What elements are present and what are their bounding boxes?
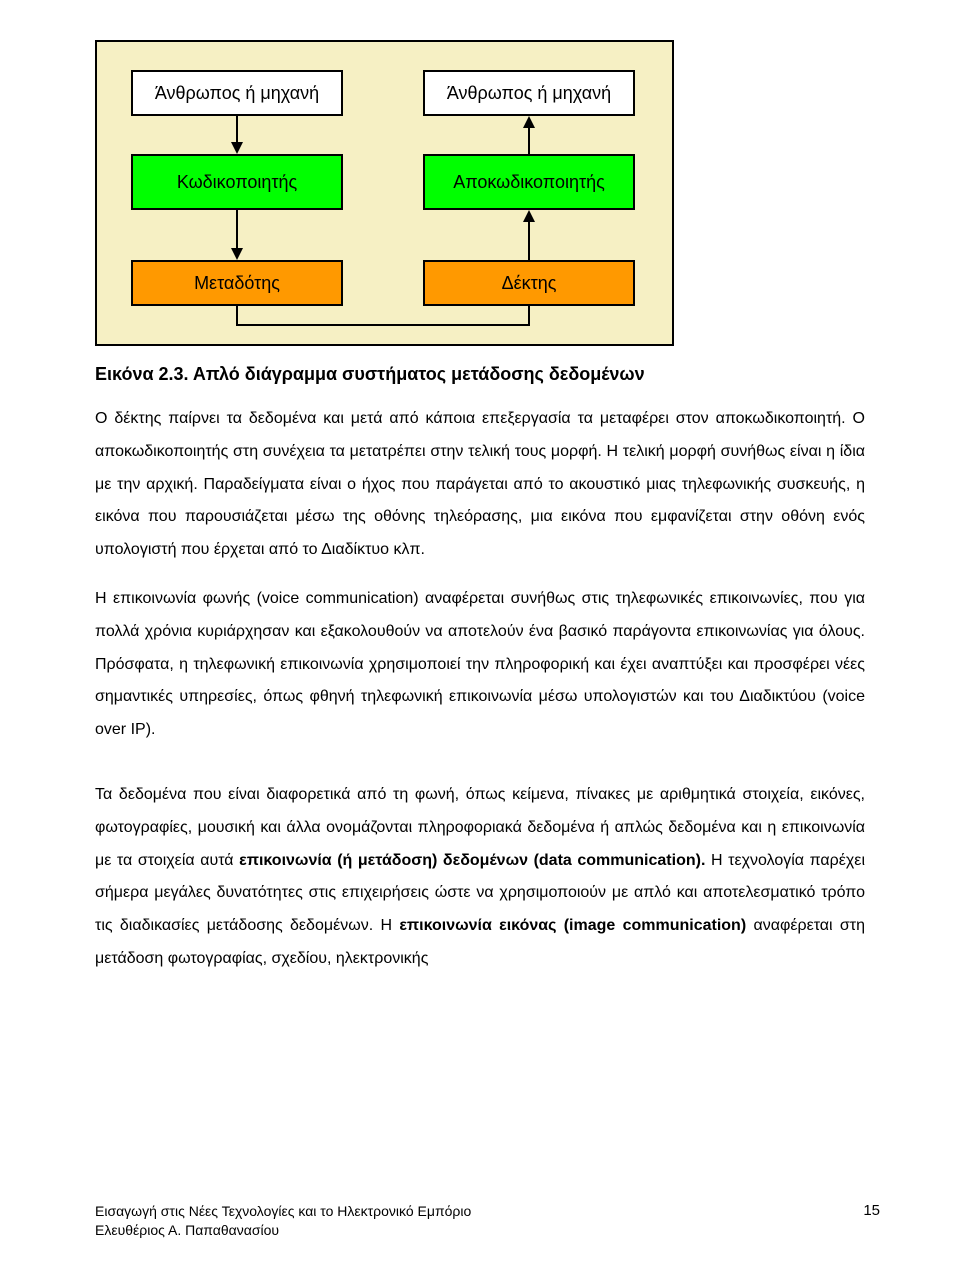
node-label: Δέκτης (502, 273, 557, 294)
node-label: Αποκωδικοποιητής (453, 172, 605, 193)
connector (236, 324, 530, 326)
text-run-bold: επικοινωνία εικόνας (image communication… (399, 917, 746, 934)
node-label: Κωδικοποιητής (177, 172, 297, 193)
connector (236, 306, 238, 324)
arrowhead-down-icon (231, 248, 243, 260)
diagram-frame: Άνθρωπος ή μηχανή Άνθρωπος ή μηχανή Κωδι… (95, 40, 674, 346)
page-number: 15 (863, 1202, 880, 1219)
connector (236, 116, 238, 142)
footer-line2: Ελευθέριος Α. Παπαθανασίου (95, 1222, 279, 1238)
page: Άνθρωπος ή μηχανή Άνθρωπος ή μηχανή Κωδι… (0, 0, 960, 1269)
node-label: Άνθρωπος ή μηχανή (447, 83, 611, 104)
node-encoder: Κωδικοποιητής (131, 154, 343, 210)
paragraph: Ο δέκτης παίρνει τα δεδομένα και μετά απ… (95, 403, 865, 567)
node-decoder: Αποκωδικοποιητής (423, 154, 635, 210)
body-text: Ο δέκτης παίρνει τα δεδομένα και μετά απ… (95, 403, 865, 976)
footer-line1: Εισαγωγή στις Νέες Τεχνολογίες και το Ηλ… (95, 1203, 471, 1219)
arrowhead-up-icon (523, 116, 535, 128)
node-human-left: Άνθρωπος ή μηχανή (131, 70, 343, 116)
node-transmitter: Μεταδότης (131, 260, 343, 306)
node-receiver: Δέκτης (423, 260, 635, 306)
node-label: Μεταδότης (194, 273, 280, 294)
connector (528, 128, 530, 154)
connector (528, 306, 530, 326)
paragraph: Η επικοινωνία φωνής (voice communication… (95, 583, 865, 747)
arrowhead-up-icon (523, 210, 535, 222)
figure-caption: Εικόνα 2.3. Απλό διάγραμμα συστήματος με… (95, 364, 865, 385)
footer-left: Εισαγωγή στις Νέες Τεχνολογίες και το Ηλ… (95, 1202, 471, 1241)
node-label: Άνθρωπος ή μηχανή (155, 83, 319, 104)
paragraph: Τα δεδομένα που είναι διαφορετικά από τη… (95, 779, 865, 976)
arrowhead-down-icon (231, 142, 243, 154)
connector (528, 222, 530, 260)
page-footer: Εισαγωγή στις Νέες Τεχνολογίες και το Ηλ… (95, 1202, 880, 1241)
text-run-bold: επικοινωνία (ή μετάδοση) δεδομένων (data… (239, 852, 705, 869)
node-human-right: Άνθρωπος ή μηχανή (423, 70, 635, 116)
connector (236, 210, 238, 248)
